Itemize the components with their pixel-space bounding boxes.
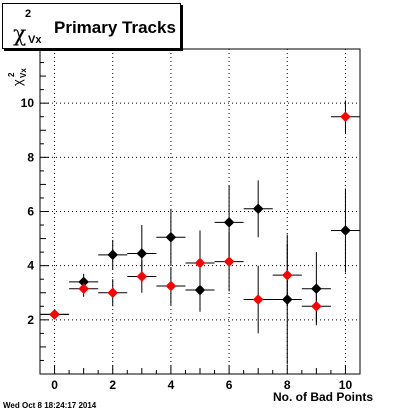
x-tick-label: 8 bbox=[284, 378, 291, 392]
x-tick-label: 10 bbox=[339, 378, 353, 392]
y-axis-label-sup: 2 bbox=[8, 72, 16, 77]
x-tick-label: 2 bbox=[109, 378, 116, 392]
y-tick-label: 6 bbox=[27, 205, 34, 219]
red-data-point bbox=[78, 283, 89, 295]
axis-ticks: 0 2 4 6 8 10 2 4 6 8 10 bbox=[21, 62, 353, 392]
y-axis-label: χ 2 Vx bbox=[7, 48, 28, 88]
y-tick-label: 4 bbox=[27, 259, 34, 273]
title-box: χ 2 Vx Primary Tracks bbox=[2, 3, 181, 49]
red-data-point bbox=[340, 111, 351, 123]
red-data-point bbox=[223, 256, 235, 267]
red-data-point bbox=[311, 300, 322, 312]
y-tick-label: 2 bbox=[27, 313, 34, 327]
y-tick-label: 10 bbox=[21, 96, 35, 110]
title-text: Primary Tracks bbox=[54, 18, 176, 37]
red-data-point bbox=[281, 269, 293, 281]
title-chi: χ bbox=[13, 22, 27, 47]
red-data-point bbox=[136, 271, 148, 282]
red-data-point bbox=[49, 309, 60, 320]
x-tick-label: 6 bbox=[226, 378, 233, 392]
black-data-point bbox=[136, 248, 148, 259]
title-subscript: Vx bbox=[28, 34, 42, 46]
black-data-point bbox=[340, 225, 351, 236]
title-superscript: 2 bbox=[25, 8, 32, 20]
y-tick-label: 8 bbox=[27, 150, 34, 164]
x-tick-label: 0 bbox=[51, 378, 58, 392]
red-data-point bbox=[107, 287, 119, 299]
black-data-point bbox=[252, 203, 264, 215]
red-data-point bbox=[165, 280, 177, 292]
black-data-point bbox=[223, 216, 235, 228]
black-data-point bbox=[107, 249, 119, 261]
black-data-point bbox=[165, 231, 177, 243]
data-layer bbox=[40, 100, 360, 365]
x-tick-label: 4 bbox=[168, 378, 175, 392]
x-axis-label: No. of Bad Points bbox=[273, 390, 373, 404]
red-data-point bbox=[252, 294, 264, 305]
red-data-point bbox=[194, 257, 206, 269]
y-axis-label-sub: Vx bbox=[19, 68, 28, 78]
y-axis-label-svg: χ 2 Vx bbox=[7, 68, 28, 86]
y-axis-label-base: χ bbox=[10, 79, 25, 86]
timestamp: Wed Oct 8 18:24:17 2014 bbox=[3, 401, 97, 410]
